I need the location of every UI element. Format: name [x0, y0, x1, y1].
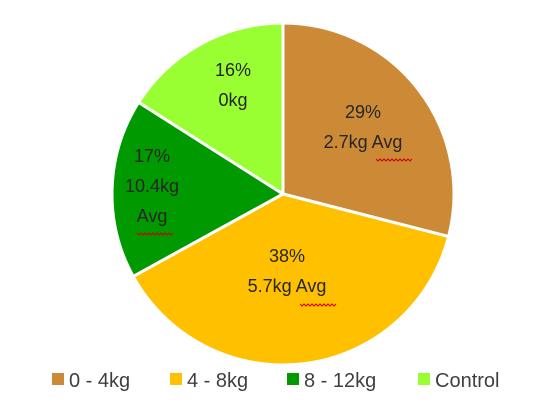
slice-label-3-line-1: 0kg — [218, 90, 247, 110]
slice-label-3-line-0: 16% — [215, 60, 251, 80]
legend-label-3: Control — [435, 370, 499, 392]
slice-label-2-line-1: 10.4kg — [125, 176, 179, 196]
slice-label-0-line-1: 2.7kg Avg — [324, 132, 403, 152]
slice-label-1-line-0: 38% — [269, 246, 305, 266]
pie-slices — [110, 21, 456, 367]
slice-label-2-line-0: 17% — [134, 146, 170, 166]
legend-label-2: 8 - 12kg — [304, 370, 376, 392]
legend-swatch-0 — [52, 373, 64, 385]
slice-labels: 29% 2.7kg Avg 38% 5.7kg Avg 17% 10.4kg Avg 16% 0… — [125, 60, 413, 307]
legend-swatch-3 — [418, 373, 430, 385]
legend: 0 - 4kg 4 - 8kg 8 - 12kg Control — [52, 370, 499, 392]
legend-label-1: 4 - 8kg — [187, 370, 248, 392]
legend-entry-1: 4 - 8kg — [170, 370, 248, 392]
pie-slice-3 — [137, 21, 285, 196]
slice-label-0-line-0: 29% — [345, 102, 381, 122]
spellcheck-squiggle-1 — [299, 303, 337, 307]
slice-label-1-line-1: 5.7kg Avg — [248, 276, 327, 296]
pie-slice-2 — [110, 100, 285, 278]
legend-entry-0: 0 - 4kg — [52, 370, 130, 392]
legend-label-0: 0 - 4kg — [69, 370, 130, 392]
legend-swatch-2 — [287, 373, 299, 385]
spellcheck-squiggle-0 — [375, 158, 413, 162]
slice-label-2-line-2: Avg — [137, 206, 168, 226]
legend-swatch-1 — [170, 373, 182, 385]
pie-slice-1 — [131, 192, 451, 367]
spellcheck-squiggle-2 — [136, 232, 174, 236]
legend-entry-2: 8 - 12kg — [287, 370, 376, 392]
legend-entry-3: Control — [418, 370, 499, 392]
pie-slice-0 — [281, 21, 456, 239]
